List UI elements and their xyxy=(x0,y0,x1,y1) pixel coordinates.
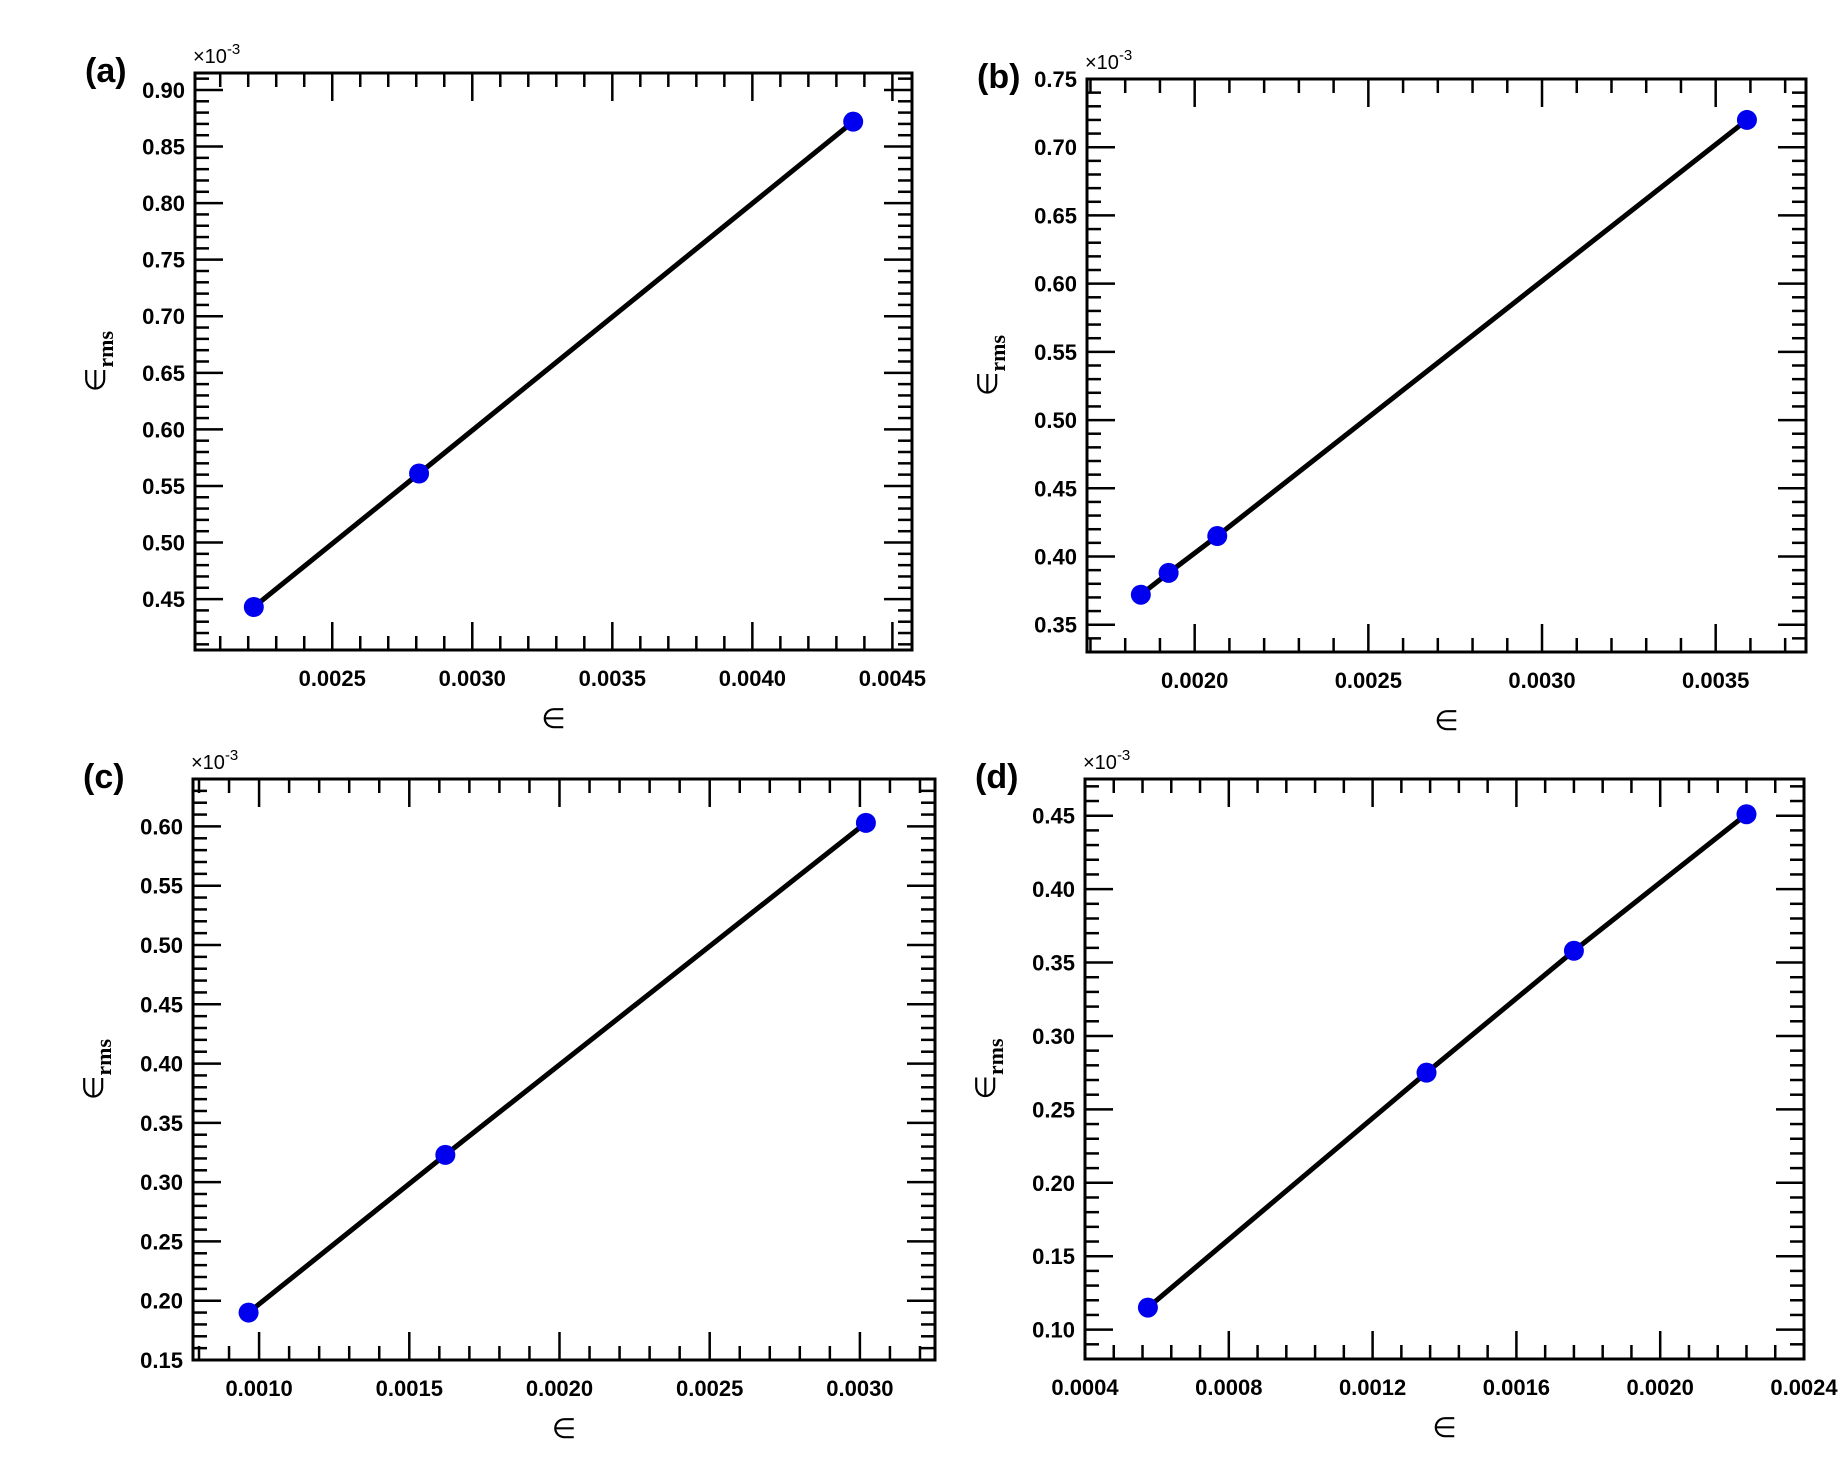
y-tick-label: 0.35 xyxy=(1032,951,1075,976)
y-tick-label: 0.55 xyxy=(142,474,185,499)
y-tick-label: 0.45 xyxy=(140,992,183,1017)
plot-frame xyxy=(1083,777,1806,1361)
data-point xyxy=(238,1302,259,1323)
y-tick-label: 0.25 xyxy=(1032,1097,1075,1122)
y-tick-label: 0.30 xyxy=(1032,1024,1075,1049)
panel-c: 0.0010 0.0015 0.0020 0.0025 0.0030 0.15 0.20 0.… xyxy=(78,747,937,1444)
y-tick-label: 0.40 xyxy=(1034,545,1077,570)
x-tick-label: 0.0025 xyxy=(1335,668,1402,693)
series-line xyxy=(247,820,868,1315)
x-tick-label: 0.0020 xyxy=(1627,1375,1694,1400)
y-tick-label: 0.50 xyxy=(1034,408,1077,433)
y-tick-label: 0.45 xyxy=(142,587,185,612)
y-tick-label: 0.70 xyxy=(142,304,185,329)
y-tick-label: 0.30 xyxy=(140,1170,183,1195)
y-tick-label: 0.75 xyxy=(142,248,185,273)
x-tick-label: 0.0008 xyxy=(1195,1375,1262,1400)
y-tick-label: 0.35 xyxy=(1034,613,1077,638)
x-tick-label: 0.0015 xyxy=(376,1376,443,1401)
data-point xyxy=(1137,1297,1158,1318)
panel-a: 0.0025 0.0030 0.0035 0.0040 0.0045 0.45 0.50 0.… xyxy=(80,41,926,734)
y-axis-label: ∈rms xyxy=(970,1038,1008,1099)
panel-label: (d) xyxy=(975,758,1018,796)
data-point xyxy=(843,111,864,132)
x-tick-label: 0.0030 xyxy=(826,1376,893,1401)
y-tick-label: 0.20 xyxy=(1032,1171,1075,1196)
y-tick-label: 0.35 xyxy=(140,1111,183,1136)
x-tick-label: 0.0004 xyxy=(1051,1375,1119,1400)
y-tick-label: 0.90 xyxy=(142,78,185,103)
x-tick-label: 0.0020 xyxy=(526,1376,593,1401)
data-point xyxy=(855,812,876,833)
series-line xyxy=(252,119,855,609)
data-point xyxy=(1158,562,1179,583)
y-tick-label: 0.45 xyxy=(1034,476,1077,501)
x-tick-label: 0.0030 xyxy=(439,666,506,691)
panel-label: (b) xyxy=(977,58,1020,96)
data-point xyxy=(1736,804,1757,825)
series-line xyxy=(1146,812,1749,1310)
y-tick-label: 0.60 xyxy=(142,417,185,442)
panel-label: (c) xyxy=(83,758,125,796)
data-point xyxy=(1207,526,1228,547)
x-axis-label: ∈ xyxy=(1434,705,1458,736)
x-tick-label: 0.0045 xyxy=(859,666,926,691)
plot-frame xyxy=(1085,77,1808,654)
x-tick-label: 0.0035 xyxy=(1682,668,1749,693)
plot-frame xyxy=(191,777,937,1362)
x-tick-label: 0.0010 xyxy=(225,1376,292,1401)
data-point xyxy=(243,597,264,618)
data-point xyxy=(435,1144,456,1165)
y-tick-label: 0.40 xyxy=(1032,877,1075,902)
y-tick-label: 0.40 xyxy=(140,1052,183,1077)
x-tick-label: 0.0025 xyxy=(676,1376,743,1401)
x-tick-label: 0.0020 xyxy=(1161,668,1228,693)
y-axis-label: ∈rms xyxy=(78,1039,116,1100)
data-point xyxy=(409,463,430,484)
y-axis-label: ∈rms xyxy=(80,331,118,392)
y-multiplier-label: ×10-3 xyxy=(193,41,240,68)
panel-b: 0.0020 0.0025 0.0030 0.0035 0.35 0.40 0.45 0.50… xyxy=(972,47,1808,736)
x-tick-label: 0.0040 xyxy=(719,666,786,691)
x-axis-label: ∈ xyxy=(541,703,565,734)
y-tick-label: 0.60 xyxy=(1034,272,1077,297)
panel-d: 0.0004 0.0008 0.0012 0.0016 0.0020 0.0024 0.10… xyxy=(970,747,1838,1443)
data-point xyxy=(1416,1062,1437,1083)
y-axis-label: ∈rms xyxy=(972,335,1010,396)
y-tick-label: 0.50 xyxy=(142,531,185,556)
y-multiplier-label: ×10-3 xyxy=(1083,747,1130,774)
y-tick-label: 0.60 xyxy=(140,814,183,839)
y-tick-label: 0.45 xyxy=(1032,804,1075,829)
y-tick-label: 0.65 xyxy=(142,361,185,386)
y-tick-label: 0.10 xyxy=(1032,1318,1075,1343)
x-tick-label: 0.0035 xyxy=(579,666,646,691)
x-tick-label: 0.0030 xyxy=(1508,668,1575,693)
y-multiplier-label: ×10-3 xyxy=(1085,47,1132,74)
y-tick-label: 0.55 xyxy=(1034,340,1077,365)
y-tick-label: 0.25 xyxy=(140,1229,183,1254)
y-tick-label: 0.15 xyxy=(140,1348,183,1373)
y-tick-label: 0.70 xyxy=(1034,135,1077,160)
x-tick-label: 0.0012 xyxy=(1339,1375,1406,1400)
data-point xyxy=(1563,940,1584,961)
x-tick-label: 0.0016 xyxy=(1483,1375,1550,1400)
data-point xyxy=(1736,109,1757,130)
y-tick-label: 0.75 xyxy=(1034,67,1077,92)
y-multiplier-label: ×10-3 xyxy=(191,747,238,774)
y-tick-label: 0.20 xyxy=(140,1289,183,1314)
x-axis-label: ∈ xyxy=(552,1413,576,1444)
x-tick-label: 0.0024 xyxy=(1770,1375,1838,1400)
y-tick-label: 0.50 xyxy=(140,933,183,958)
x-axis-label: ∈ xyxy=(1432,1412,1456,1443)
series-line xyxy=(1139,117,1749,597)
y-tick-label: 0.80 xyxy=(142,191,185,216)
y-tick-label: 0.55 xyxy=(140,874,183,899)
x-tick-label: 0.0025 xyxy=(299,666,366,691)
data-point xyxy=(1130,584,1151,605)
panel-label: (a) xyxy=(85,52,127,90)
y-tick-label: 0.85 xyxy=(142,135,185,160)
y-tick-label: 0.65 xyxy=(1034,203,1077,228)
y-tick-label: 0.15 xyxy=(1032,1244,1075,1269)
